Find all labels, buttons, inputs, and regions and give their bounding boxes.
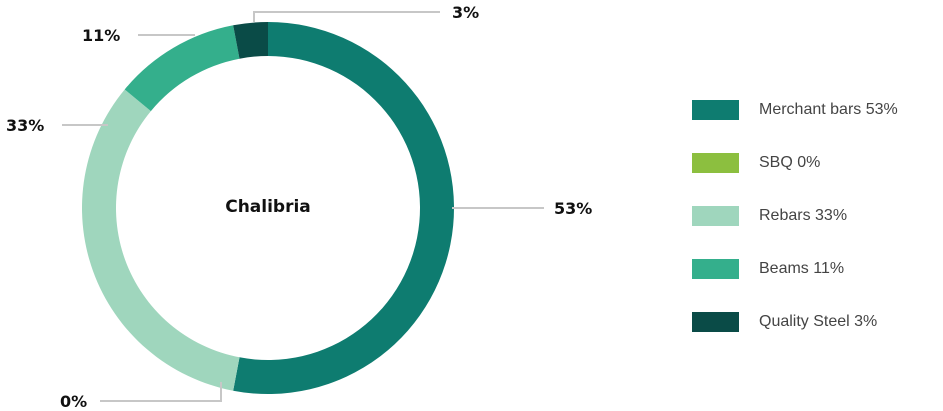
legend-label-merchant-bars: Merchant bars 53%	[759, 101, 898, 118]
data-label-sbq: 0%	[60, 392, 87, 411]
legend-item-quality-steel: Quality Steel 3%	[692, 312, 898, 332]
legend-swatch-sbq	[692, 153, 739, 173]
slice-rebars	[82, 89, 240, 391]
legend-item-beams: Beams 11%	[692, 259, 898, 279]
slice-merchant-bars	[233, 22, 455, 395]
legend-item-rebars: Rebars 33%	[692, 206, 898, 226]
legend-swatch-rebars	[692, 206, 739, 226]
donut-slices	[82, 22, 455, 395]
legend-label-quality-steel: Quality Steel 3%	[759, 313, 878, 330]
slice-quality-steel	[233, 22, 268, 59]
legend-label-rebars: Rebars 33%	[759, 207, 848, 224]
data-label-beams: 11%	[82, 26, 120, 45]
legend-item-merchant-bars: Merchant bars 53%	[692, 100, 898, 120]
legend-swatch-merchant-bars	[692, 100, 739, 120]
data-label-merchant-bars: 53%	[554, 199, 592, 218]
legend-swatch-beams	[692, 259, 739, 279]
legend-label-beams: Beams 11%	[759, 260, 845, 277]
leader-line-sbq	[100, 382, 222, 402]
data-label-rebars: 33%	[6, 116, 44, 135]
leader-lines	[62, 11, 544, 402]
data-label-quality-steel: 3%	[452, 3, 479, 22]
leader-line-quality-steel	[253, 11, 440, 22]
legend: Merchant bars 53% SBQ 0% Rebars 33% Beam…	[692, 100, 898, 365]
legend-swatch-quality-steel	[692, 312, 739, 332]
center-label: Chalibria	[225, 197, 311, 217]
legend-label-sbq: SBQ 0%	[759, 154, 821, 171]
slice-beams	[124, 25, 240, 112]
legend-item-sbq: SBQ 0%	[692, 153, 898, 173]
